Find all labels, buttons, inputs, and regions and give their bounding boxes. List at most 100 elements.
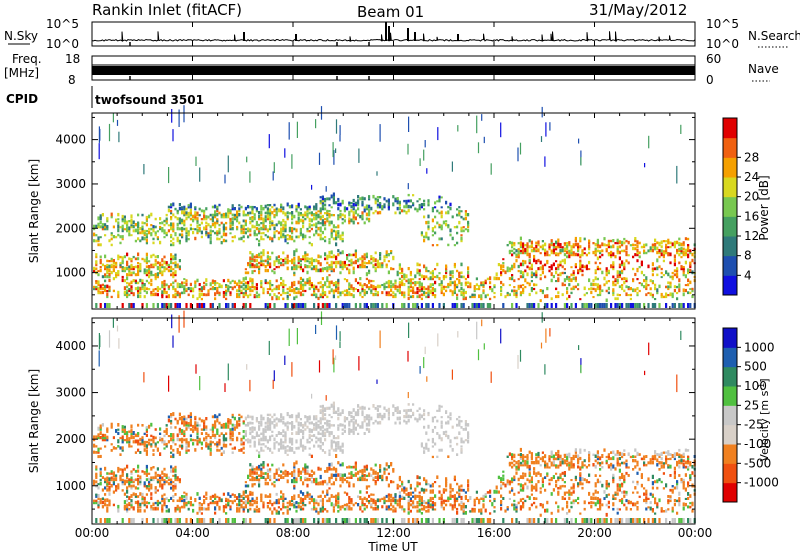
velocity-cell [205,442,207,446]
velocity-cell [383,497,385,501]
power-cell [319,153,320,165]
power-cell [295,296,297,299]
power-cell [339,216,341,218]
velocity-cell [346,417,348,420]
power-cell [553,263,555,267]
power-cell [685,274,687,278]
power-cell [295,208,297,210]
velocity-cell [168,499,170,502]
velocity-cell [300,476,302,479]
power-cell [636,278,638,280]
power-cell [432,272,434,274]
power-cell [632,256,634,259]
velocity-cell [328,452,330,456]
power-cell [337,214,339,216]
power-cell [289,286,291,290]
power-cell [331,206,333,208]
power-cell [421,275,423,279]
velocity-cell [97,501,99,504]
power-cell [249,217,251,221]
velocity-cell [106,498,108,502]
velocity-cell [229,508,231,510]
power-cell [126,226,128,230]
velocity-cell [276,499,278,502]
velocity-cell [333,441,335,444]
velocity-cell [247,475,249,477]
power-cell [434,294,436,296]
power-cell [245,207,247,211]
velocity-cell [214,443,216,446]
power-cell [102,275,104,278]
velocity-cell [291,479,293,483]
power-cell [159,262,161,264]
velocity-cell [302,481,304,485]
velocity-cell [350,419,352,422]
velocity-cell [309,501,311,504]
velocity-cell [342,443,344,446]
power-cell [685,289,687,292]
velocity-cell [199,418,201,421]
velocity-cell [287,471,289,475]
power-cell [313,259,315,262]
velocity-cell [278,474,280,477]
power-cell [179,259,181,262]
velocity-cell [166,510,168,513]
power-cell [559,246,561,248]
power-cell [685,284,687,286]
power-cell [170,256,172,258]
power-cell [100,225,102,228]
power-cell [531,241,533,245]
velocity-cell [163,479,165,481]
power-cell [284,239,286,243]
velocity-cell [113,481,115,483]
nsearch-label: N.Search [748,29,800,43]
velocity-cell [295,431,297,435]
velocity-cell [403,497,405,500]
velocity-cell [192,429,194,433]
power-cell [256,283,258,286]
power-cell [644,163,645,167]
power-cell [128,294,130,296]
power-cell [379,196,381,198]
power-cell [282,289,284,293]
velocity-cell [273,438,275,442]
power-cell [480,303,482,308]
power-cell [672,276,674,279]
velocity-cell [298,427,300,431]
power-cell [254,256,256,259]
power-cell [687,254,689,257]
power-cell [553,275,555,278]
power-cell [449,277,451,280]
power-cell [126,282,128,284]
power-cell [333,261,335,264]
velocity-cell [249,416,251,419]
power-cell [273,227,275,231]
power-cell [108,286,110,289]
velocity-cell [298,468,300,471]
velocity-cell [298,502,300,504]
power-cell [355,278,357,282]
power-cell [452,215,454,218]
power-cell [566,244,568,248]
power-cell [438,238,440,241]
power-cell [188,287,190,290]
power-cell [573,251,575,254]
velocity-cell [256,435,258,437]
power-cell [513,252,515,255]
power-cell [401,268,403,270]
velocity-cell [251,416,253,419]
velocity-cell [254,483,256,485]
power-cell [487,278,489,280]
power-cell [650,292,652,296]
power-cell [100,259,102,262]
power-cell [117,218,119,220]
power-cell [190,209,192,213]
velocity-cell [320,433,322,435]
power-cell [434,288,436,292]
power-cell [410,278,412,282]
power-cell [256,295,258,298]
power-cell [229,286,231,288]
velocity-cell [225,498,227,500]
power-cell [311,218,313,222]
power-cell [157,293,159,296]
